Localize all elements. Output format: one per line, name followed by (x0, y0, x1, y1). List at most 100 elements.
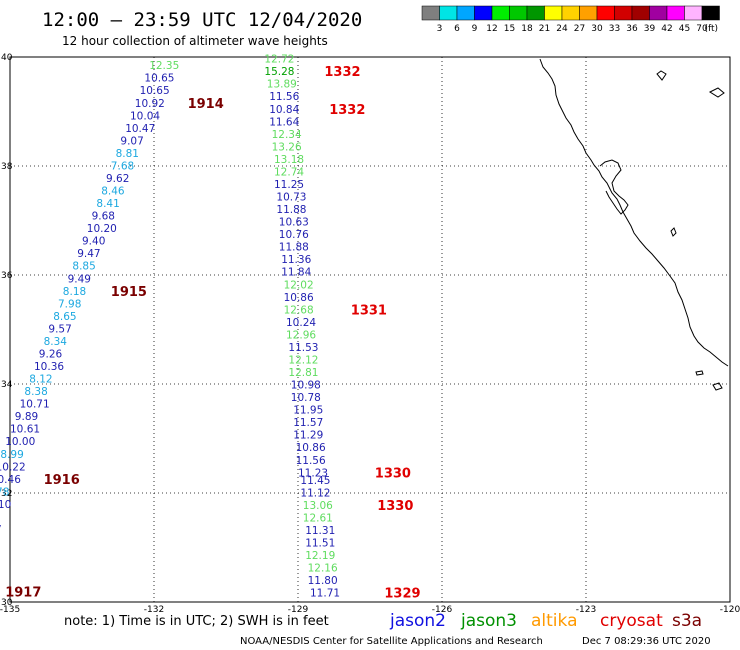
wave-height-value: 9.57 (48, 323, 71, 335)
wave-height-value: 9.47 (77, 248, 100, 260)
wave-height-value: 9.68 (92, 211, 115, 223)
wave-height-value: 10.98 (291, 380, 321, 392)
latitude-tick-label: 36 (1, 271, 13, 281)
wave-height-value: 10.92 (135, 98, 165, 110)
pass-time-label: 1330 (375, 466, 411, 481)
legend-swatch (544, 5, 563, 21)
wave-height-value: 11.29 (293, 430, 323, 442)
legend-label: 45 (679, 24, 690, 34)
wave-height-value: 9.62 (106, 173, 129, 185)
wave-height-value: 11.23 (298, 467, 328, 479)
altimeter-track: 12.3510.6510.6510.9210.0410.479.078.817.… (0, 60, 224, 600)
legend-label: 70 (696, 24, 708, 34)
channel-island-2 (695, 370, 704, 376)
legend-label: 18 (521, 24, 533, 34)
longitude-tick-label: -129 (288, 605, 309, 615)
wave-height-value: 9.26 (39, 348, 63, 360)
wave-height-value: 11.84 (281, 267, 311, 279)
wave-height-value: 11.53 (288, 342, 318, 354)
wave-height-value: 8.81 (116, 148, 139, 160)
legend-swatch (701, 5, 720, 21)
wave-height-value: 11.51 (305, 538, 335, 550)
lake-shape-3 (670, 227, 677, 237)
wave-height-value: 13.26 (272, 141, 302, 153)
axis-tick-labels: -135 -132 -129 -126 -123 -120 40 38 36 34 32 30 (0, 53, 740, 615)
wave-height-value: 11.71 (310, 588, 340, 600)
legend-swatch (684, 5, 703, 21)
wave-height-value: 11.88 (276, 204, 306, 216)
altimeter-tracks: 12.3510.6510.6510.9210.0410.479.078.817.… (0, 54, 421, 602)
wave-height-value: 11.57 (293, 417, 323, 429)
pass-time-label: 1914 (188, 97, 224, 112)
wave-height-value: 12.61 (303, 513, 333, 525)
legend-swatch (456, 5, 475, 21)
wave-height-value: 12.68 (284, 304, 314, 316)
latitude-tick-label: 30 (1, 598, 13, 608)
latitude-tick-label: 32 (1, 489, 12, 499)
map-frame (9, 56, 731, 603)
legend-label: 36 (626, 24, 638, 34)
wave-height-value: 10.76 (279, 229, 309, 241)
legend-label: 6 (454, 24, 460, 34)
satellite-s3a-label: s3a (672, 611, 702, 631)
legend-swatch (631, 5, 650, 21)
wave-height-value: 9.40 (82, 236, 105, 248)
page-title: 12:00 — 23:59 UTC 12/04/2020 (42, 9, 362, 31)
footer-credit: NOAA/NESDIS Center for Satellite Applica… (240, 636, 543, 647)
wave-height-value: 10.65 (144, 73, 174, 85)
wave-height-value: 11.45 (300, 475, 330, 487)
wave-height-value: 8.85 (72, 261, 95, 273)
wave-height-value: 10.71 (20, 399, 50, 411)
footer-timestamp: Dec 7 08:29:36 UTC 2020 (582, 636, 711, 647)
wave-height-value: 12.34 (272, 129, 302, 141)
wave-height-value: 8.38 (24, 386, 47, 398)
legend-label: 15 (504, 24, 515, 34)
legend-swatch (439, 5, 458, 21)
wave-height-value: 10.04 (130, 110, 160, 122)
map-border (9, 56, 731, 603)
longitude-tick-label: -123 (576, 605, 596, 615)
altimeter-track: 12.7215.2813.8911.5610.8411.6412.3413.26… (264, 54, 420, 602)
wave-height-value: 7.98 (58, 298, 81, 310)
longitude-tick-label: -120 (720, 605, 740, 615)
legend-swatch (509, 5, 528, 21)
legend-label: 39 (644, 24, 656, 34)
wave-height-value: 8.65 (53, 311, 76, 323)
wave-height-value: 13.89 (267, 79, 297, 91)
wave-height-value: 10.84 (269, 104, 299, 116)
satellite-jason3-label: jason3 (460, 611, 517, 631)
wave-height-value: 9.89 (15, 411, 38, 423)
wave-height-value: 10.61 (10, 424, 40, 436)
legend-label: 12 (486, 24, 497, 34)
wave-height-value: 10.86 (296, 442, 326, 454)
wave-height-value: 12.02 (284, 279, 314, 291)
wave-height-value: 10.63 (279, 217, 309, 229)
legend-label: 27 (574, 24, 585, 34)
legend-swatch (561, 5, 580, 21)
wave-height-value: 10.20 (87, 223, 117, 235)
lake-shape-1 (656, 70, 667, 81)
satellite-legend: jason2 jason3 altika cryosat s3a (389, 611, 702, 631)
wave-height-value: 11.64 (269, 116, 299, 128)
pass-time-label: 1332 (324, 65, 360, 80)
legend-swatch (526, 5, 545, 21)
wave-height-value: 11.25 (274, 179, 304, 191)
latitude-tick-label: 34 (1, 380, 13, 390)
wave-height-value: 11.56 (269, 91, 299, 103)
page-subtitle: 12 hour collection of altimeter wave hei… (62, 34, 328, 48)
wave-height-value: 11.80 (308, 575, 338, 587)
legend-label: 9 (472, 24, 478, 34)
wave-height-value: 12.16 (308, 563, 338, 575)
wave-height-value: 12.74 (274, 166, 304, 178)
wave-height-value: 10.47 (125, 123, 155, 135)
wave-height-value: 12.81 (288, 367, 318, 379)
wave-height-value: 10.86 (284, 292, 314, 304)
legend-label: 30 (591, 24, 603, 34)
pass-time-label: 1916 (44, 473, 80, 488)
wave-height-value: 10.78 (291, 392, 321, 404)
legend-swatch (666, 5, 685, 21)
wave-height-value: 11.12 (300, 487, 330, 499)
legend-unit: (ft) (705, 24, 719, 34)
footer-note: note: 1) Time is in UTC; 2) SWH is in fe… (64, 614, 329, 629)
